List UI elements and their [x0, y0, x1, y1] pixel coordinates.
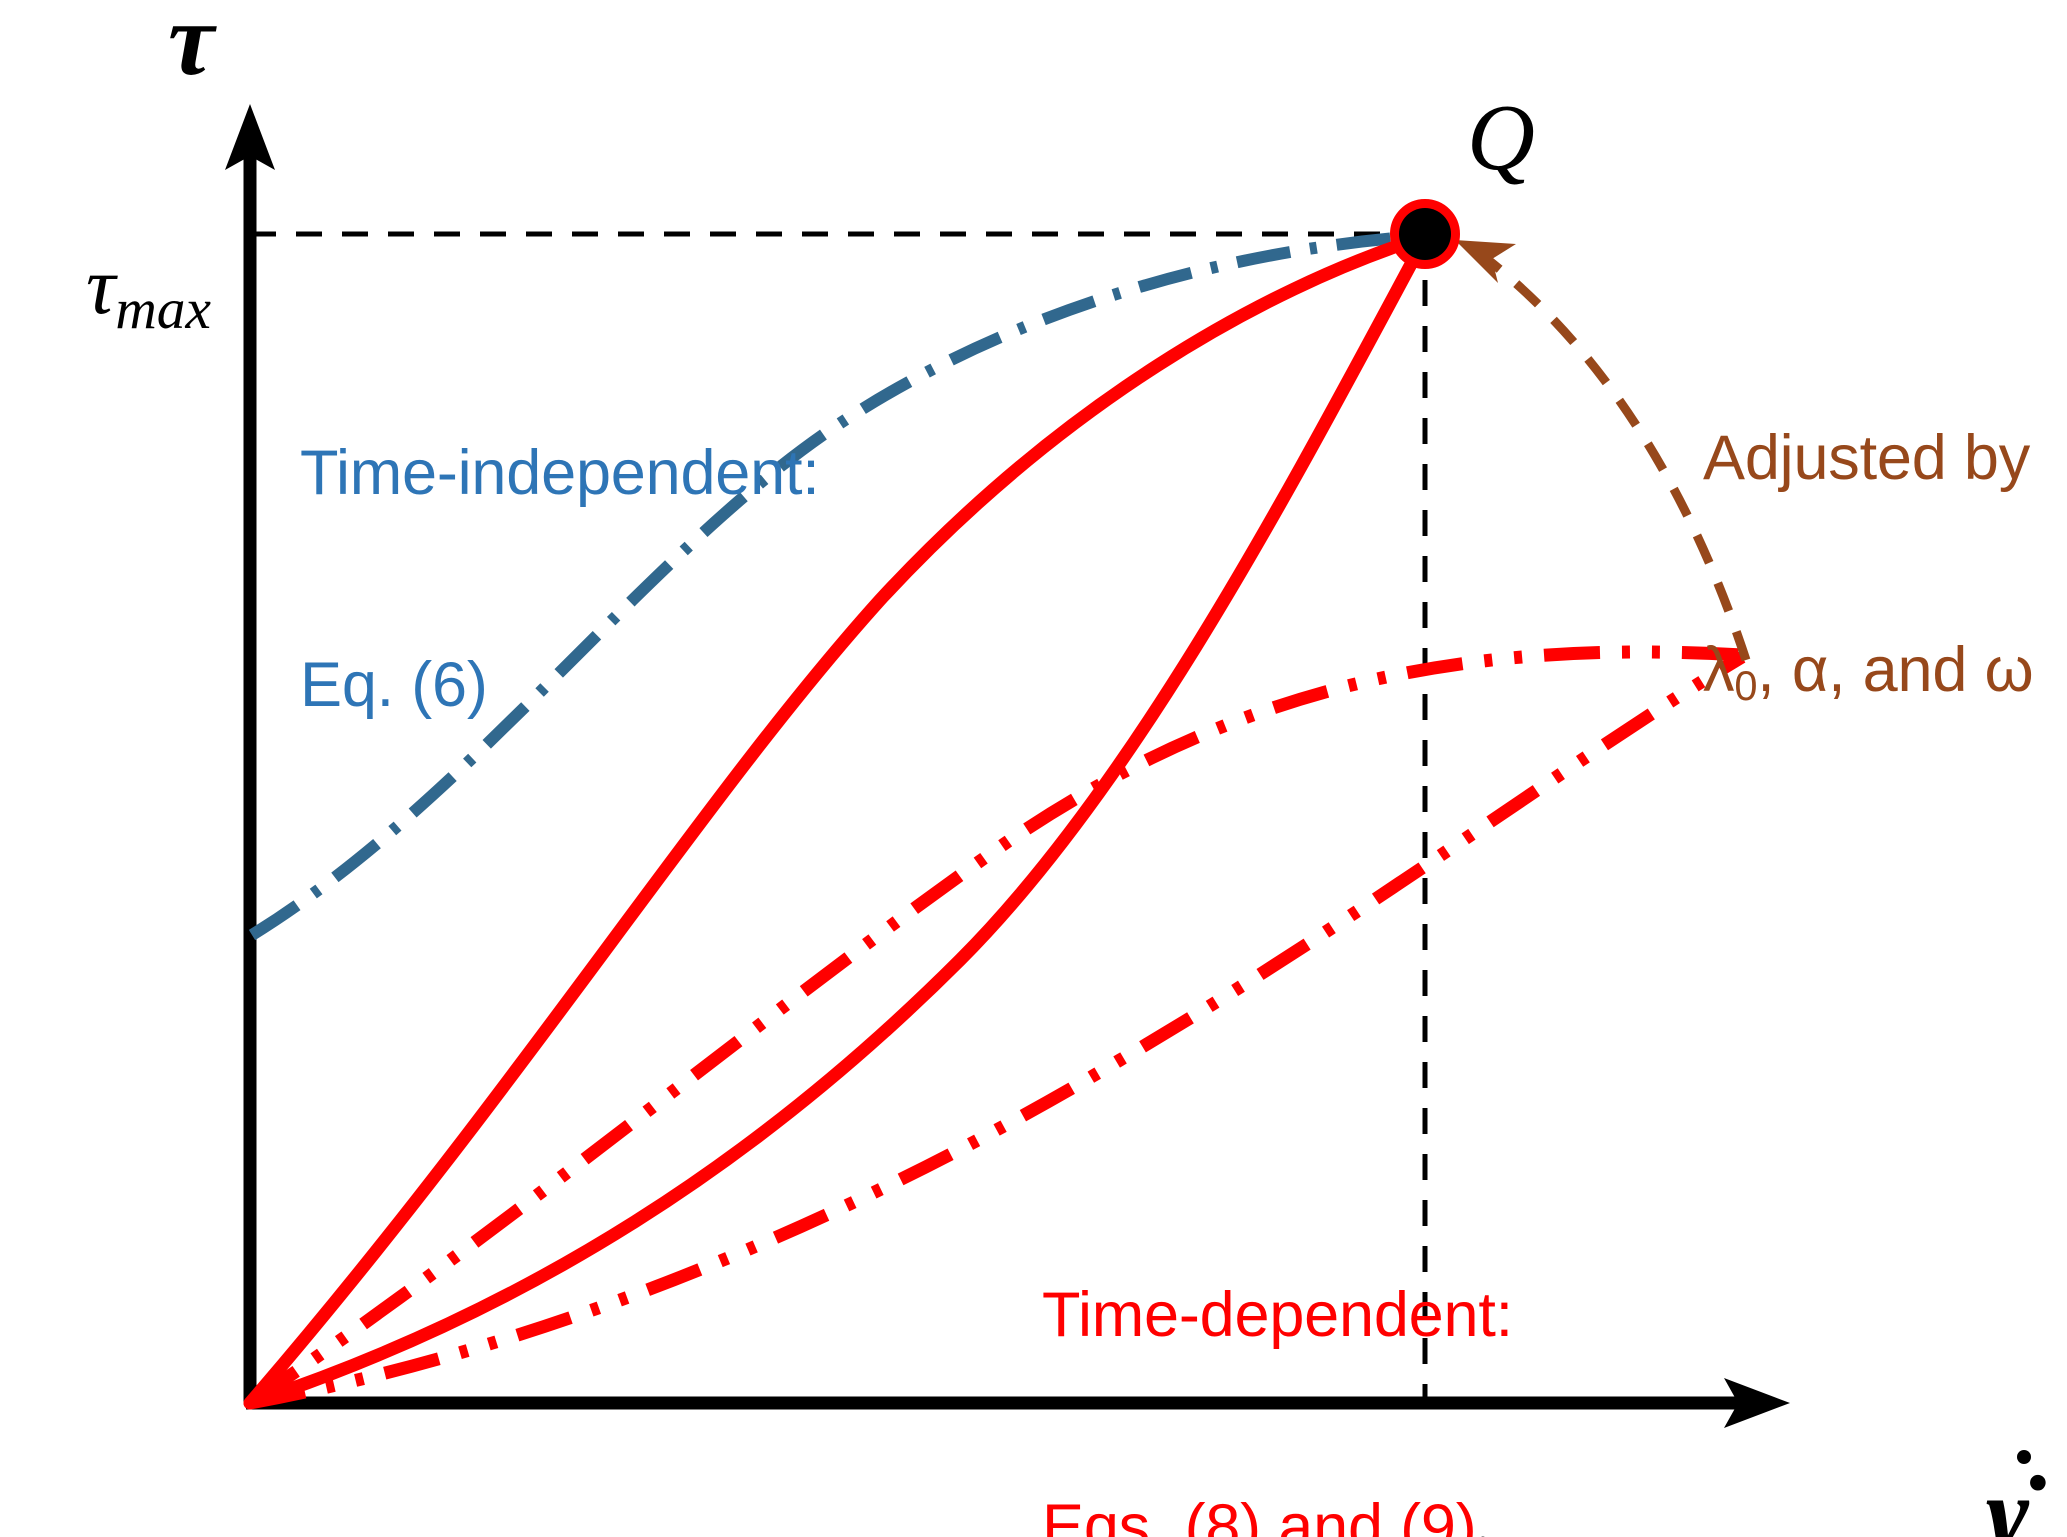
- y-axis-tick-label-tau-max: τmax: [4, 148, 211, 423]
- annotation-adjusted-line1: Adjusted by: [1703, 423, 2031, 494]
- y-axis-arrowhead: [225, 104, 275, 170]
- lambda-subscript: 0: [1734, 661, 1758, 709]
- annotation-time-dependent-line1: Time-dependent:: [1042, 1280, 1513, 1351]
- tau-max-subscript: max: [115, 277, 211, 341]
- annotation-time-independent-line1: Time-independent:: [300, 438, 820, 509]
- x-axis-symbol-text: γ̇: [1986, 1456, 2030, 1537]
- gamma-dot-symbol: γ̇: [1986, 1450, 2032, 1537]
- annotation-time-independent: Time-independent: Eq. (6): [300, 297, 820, 861]
- annotation-time-dependent: Time-dependent: Eqs. (8) and (9): [1042, 1139, 1513, 1537]
- annotation-time-independent-line2: Eq. (6): [300, 649, 488, 720]
- y-axis-symbol: τ: [168, 0, 215, 97]
- curve-time-independent: [248, 230, 1421, 941]
- tau-glyph: τ: [86, 239, 116, 331]
- gamma-overdot-icon: [2017, 1450, 2032, 1465]
- lambda-glyph: λ: [1703, 634, 1735, 705]
- gamma-dot-glyph-tick: γ̇: [1433, 1520, 1465, 1537]
- curve-time-dependent-upper-solid: [243, 231, 1428, 1410]
- q-marker-dot[interactable]: [1399, 208, 1451, 260]
- curve-adjusted-upper-dashdotdot: [246, 645, 1743, 1409]
- adjusted-arrow-shaft: [1475, 248, 1751, 662]
- annotation-time-dependent-line2: Eqs. (8) and (9): [1042, 1491, 1477, 1537]
- annotation-adjusted-line2: λ0, α, and ω: [1703, 634, 2034, 709]
- x-axis-arrowhead: [1724, 1378, 1790, 1428]
- adjusted-arrow-head: [1455, 240, 1516, 283]
- annotation-adjusted-by: Adjusted by λ0, α, and ω: [1703, 282, 2034, 846]
- q-marker-ring: [1390, 199, 1460, 269]
- point-q-label: Q: [1467, 86, 1535, 190]
- alpha-omega-text: , α, and ω: [1757, 634, 2034, 705]
- x-axis-symbol: γ̇: [1882, 1340, 2032, 1537]
- curve-adjusted-lower-dashdotdot: [248, 651, 1746, 1410]
- curve-time-dependent-lower-solid: [243, 233, 1431, 1410]
- x-axis-tick-label-gamma-max: γ̇max: [1353, 1430, 1558, 1537]
